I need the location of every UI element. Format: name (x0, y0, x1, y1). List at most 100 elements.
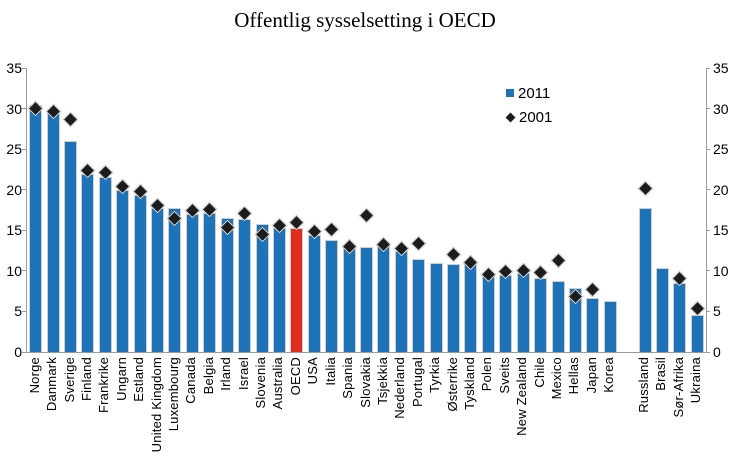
ytick-left-30 (22, 108, 26, 110)
xlabel-text-norge: Norge (26, 357, 42, 394)
xlabel-text-spania: Spania (340, 357, 356, 399)
ytick-left-5 (22, 310, 26, 312)
xlabel-estland: Estland (131, 357, 146, 407)
xlabel-canada: Canada (183, 357, 198, 409)
bar-belgia (203, 213, 217, 352)
xlabel-tsjekkia: Tsjekkia (375, 357, 390, 410)
legend-2011-square-swatch (506, 89, 514, 97)
xlabel-brasil: Brasil (653, 357, 668, 396)
xlabel-portugal: Portugal (410, 357, 425, 412)
bar-luxembourg (168, 208, 182, 352)
ylabel-right-20: 20 (713, 181, 729, 198)
xlabel-chile: Chile (532, 357, 547, 393)
xlabel-text-frankrike: Frankrike (96, 357, 112, 413)
xlabel-finland: Finland (79, 357, 94, 406)
ytick-right-35 (706, 67, 710, 69)
legend: 2011 2001 (505, 85, 553, 133)
bar-tsjekkia (377, 244, 391, 352)
diamond-marker-italia (323, 221, 340, 238)
ylabel-right-15: 15 (713, 222, 729, 239)
bar-japan (586, 297, 600, 352)
xlabel-hellas: Hellas (566, 357, 581, 399)
diamond-marker-japan (585, 281, 601, 298)
xlabel-text-hellas: Hellas (566, 357, 582, 395)
legend-2001-diamond-marker (505, 112, 516, 122)
xlabel-korea: Korea (601, 357, 616, 398)
bar--sterrike (447, 264, 461, 352)
ytick-left-0 (22, 351, 26, 353)
plot-area (26, 68, 707, 353)
bar-polen (481, 275, 495, 352)
xlabel-tyskland: Tyskland (462, 357, 477, 415)
bar-chile (534, 278, 548, 352)
ylabel-right-0: 0 (713, 344, 721, 360)
ytick-right-25 (706, 148, 710, 150)
bar-oecd (290, 227, 304, 352)
xlabel-luxembourg: Luxembourg (166, 357, 181, 436)
xlabel-text-sveits: Sveits (496, 357, 512, 394)
xlabel-italia: Italia (323, 357, 338, 391)
bar-united-kingdom (151, 207, 165, 352)
xlabel-s-r-afrika: Sør-Afrika (671, 357, 686, 423)
bar-norge (29, 104, 43, 352)
bar-sveits (499, 274, 513, 352)
xlabel-text-brasil: Brasil (653, 357, 669, 391)
xlabel-norge: Norge (27, 357, 42, 398)
ytick-right-0 (706, 351, 710, 353)
xlabel-japan: Japan (584, 357, 599, 398)
ylabel-right-10: 10 (713, 262, 729, 279)
bar-portugal (412, 258, 426, 352)
diamond-marker-portugal (410, 235, 427, 252)
xlabel-text-oecd: OECD (287, 357, 303, 396)
xlabel-text-tyrkia: Tyrkia (427, 357, 443, 393)
bar-slovenia (255, 223, 269, 352)
bar-mexico (551, 280, 565, 352)
ylabel-right-5: 5 (713, 303, 721, 320)
xlabel-text-ukraina: Ukraina (688, 357, 704, 404)
ylabel-right-25: 25 (713, 141, 729, 158)
legend-item-2001: 2001 (505, 108, 553, 126)
bar-hellas (568, 287, 582, 352)
xlabel-text-nederland: Nederland (392, 357, 408, 419)
xlabel-ungarn: Ungarn (114, 357, 129, 406)
bar-spania (342, 246, 356, 352)
xlabel-slovakia: Slovakia (358, 357, 373, 413)
xlabel-belgia: Belgia (201, 357, 216, 399)
bar-brasil (655, 267, 669, 352)
xlabel-text-luxembourg: Luxembourg (165, 357, 181, 432)
xlabel-russland: Russland (636, 357, 651, 418)
bar-new-zealand (516, 273, 530, 352)
bar-canada (185, 214, 199, 352)
xlabel-text-portugal: Portugal (409, 357, 425, 408)
ytick-right-10 (706, 270, 710, 272)
xlabel-text-ungarn: Ungarn (113, 357, 129, 401)
bar-russland (638, 208, 652, 352)
bar-nederland (394, 250, 408, 352)
ylabel-left-25: 25 (6, 141, 22, 158)
xlabel-text-canada: Canada (183, 357, 199, 404)
bar-irland (220, 218, 234, 352)
ytick-left-10 (22, 270, 26, 272)
ytick-left-35 (22, 67, 26, 69)
bar-sverige (64, 141, 78, 352)
diamond-marker-mexico (550, 252, 566, 269)
xlabel-text-sverige: Sverige (61, 357, 77, 403)
xlabel-text-mexico: Mexico (549, 357, 564, 400)
bar-tyrkia (429, 262, 443, 352)
xlabel-polen: Polen (479, 357, 494, 396)
xlabel-sverige: Sverige (62, 357, 77, 407)
bar-tyskland (464, 264, 478, 352)
xlabel-text-slovenia: Slovenia (253, 357, 269, 409)
xlabel-text-belgia: Belgia (200, 357, 216, 395)
bar-estland (133, 195, 147, 352)
bar-israel (238, 218, 252, 352)
xlabel-oecd: OECD (288, 357, 303, 400)
xlabel-text-israel: Israel (235, 357, 251, 390)
xlabel-frankrike: Frankrike (96, 357, 111, 418)
xlabel-ukraina: Ukraina (688, 357, 703, 408)
legend-2001-label: 2001 (519, 108, 553, 126)
xlabel-text-chile: Chile (531, 357, 547, 388)
bar-italia (325, 240, 339, 352)
xlabel-united-kingdom: United Kingdom (149, 357, 164, 457)
